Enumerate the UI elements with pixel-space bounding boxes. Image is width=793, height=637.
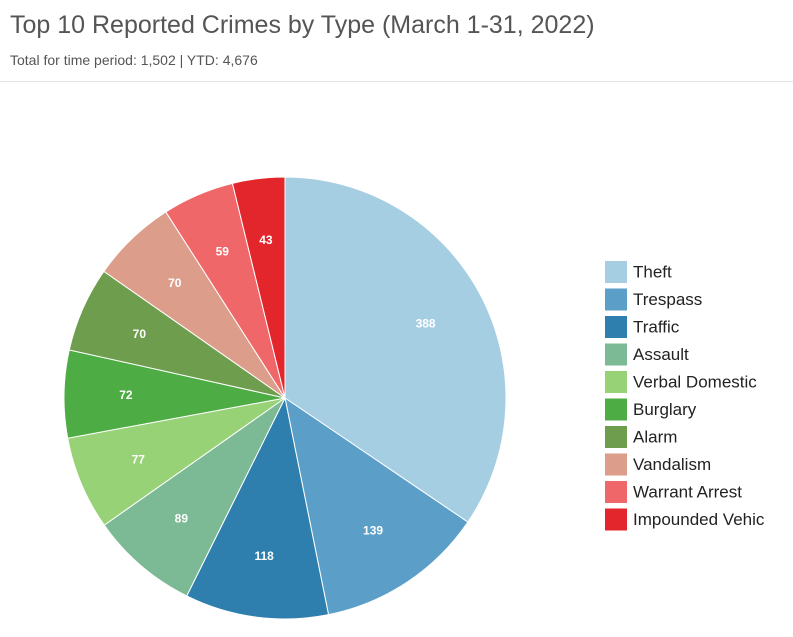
legend: Theft Trespass Traffic Assault Verbal Domest… bbox=[605, 261, 765, 531]
chart-subtitle: Total for time period: 1,502 | YTD: 4,67… bbox=[10, 52, 258, 68]
data-label: 89 bbox=[175, 512, 189, 526]
pie-slice-assault[interactable] bbox=[103, 397, 286, 597]
legend-label: Trespass bbox=[633, 290, 702, 309]
pie-slice-theft[interactable] bbox=[284, 176, 507, 523]
legend-swatch bbox=[605, 453, 627, 476]
chart-title: Top 10 Reported Crimes by Type (March 1-… bbox=[10, 11, 595, 39]
pie-slice-traffic[interactable] bbox=[186, 396, 330, 620]
legend-swatch bbox=[605, 426, 627, 448]
data-label: 70 bbox=[133, 327, 147, 341]
legend-label: Traffic bbox=[633, 318, 680, 337]
legend-swatch bbox=[605, 481, 627, 503]
data-label: 70 bbox=[168, 276, 182, 290]
legend-label: Verbal Domestic bbox=[633, 373, 757, 392]
legend-label: Alarm bbox=[633, 428, 677, 447]
legend-label: Burglary bbox=[633, 400, 697, 419]
pie-slice-trespass[interactable] bbox=[284, 396, 469, 616]
legend-label: Impounded Vehic bbox=[633, 510, 765, 529]
data-label: 77 bbox=[132, 453, 146, 467]
legend-label: Vandalism bbox=[633, 455, 711, 474]
legend-label: Warrant Arrest bbox=[633, 483, 742, 502]
pie-data-labels: 388 139 118 89 77 72 70 70 59 43 bbox=[119, 233, 436, 563]
legend-label: Assault bbox=[633, 345, 689, 364]
data-label: 118 bbox=[254, 549, 274, 563]
chart-header: Top 10 Reported Crimes by Type (March 1-… bbox=[0, 0, 793, 82]
pie-slice-impounded-vehic[interactable] bbox=[231, 176, 286, 399]
legend-swatch bbox=[605, 316, 627, 338]
legend-swatch bbox=[605, 398, 627, 421]
legend-swatch bbox=[605, 343, 627, 366]
legend-swatch bbox=[605, 261, 627, 283]
pie-slices bbox=[63, 176, 507, 620]
data-label: 72 bbox=[119, 388, 133, 402]
legend-swatch bbox=[605, 371, 627, 393]
data-label: 43 bbox=[259, 233, 273, 247]
data-label: 139 bbox=[363, 524, 383, 538]
legend-swatch bbox=[605, 508, 627, 531]
legend-swatch bbox=[605, 288, 627, 311]
data-label: 59 bbox=[216, 245, 230, 259]
data-label: 388 bbox=[416, 316, 436, 330]
legend-label: Theft bbox=[633, 263, 672, 282]
